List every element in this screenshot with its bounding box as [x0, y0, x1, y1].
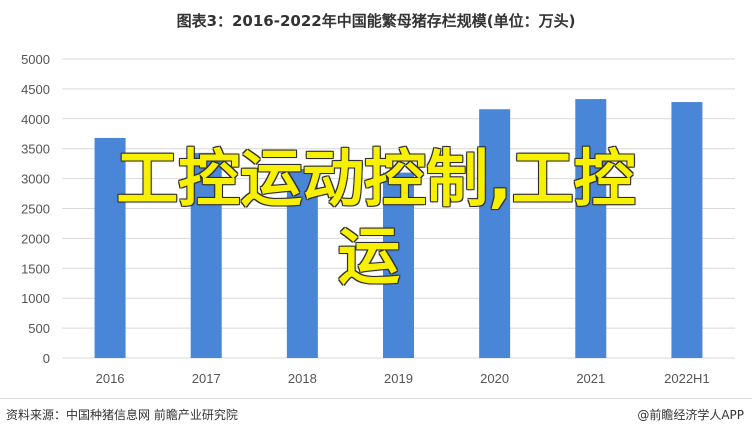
footer-divider [0, 398, 752, 399]
y-axis-ticks: 0 500 1000 1500 2000 2500 3000 3500 4000 4500 5000 [21, 52, 50, 366]
y-tick-label: 500 [28, 321, 50, 336]
bar-2017 [190, 152, 222, 358]
y-tick-label: 1000 [21, 291, 50, 306]
bar-2020 [479, 109, 511, 359]
y-tick-label: 0 [43, 351, 50, 366]
bar-chart: 0 500 1000 1500 2000 2500 3000 3500 4000 4500 5000… [21, 52, 735, 386]
y-tick-label: 4500 [21, 82, 50, 97]
y-tick-label: 1500 [21, 261, 50, 276]
x-tick-label: 2021 [576, 371, 605, 386]
x-tick-label: 2022H1 [664, 371, 710, 386]
y-tick-label: 5000 [21, 52, 50, 67]
y-tick-label: 3000 [21, 172, 50, 187]
y-tick-label: 4000 [21, 112, 50, 127]
y-tick-label: 2000 [21, 231, 50, 246]
x-tick-label: 2019 [384, 371, 413, 386]
x-tick-label: 2018 [288, 371, 317, 386]
bar-2016 [94, 137, 126, 358]
bar-2018 [286, 169, 318, 358]
bar-2019 [383, 172, 414, 358]
source-note: 资料来源：中国种猪信息网 前瞻产业研究院 [6, 408, 238, 422]
bar-2022H1 [671, 102, 703, 358]
y-tick-label: 2500 [21, 202, 50, 217]
bar-2021 [575, 99, 607, 358]
x-tick-label: 2017 [192, 371, 221, 386]
y-tick-label: 3500 [21, 142, 50, 157]
brand-label: @前瞻经济学人APP [637, 408, 744, 422]
chart-title: 图表3：2016-2022年中国能繁母猪存栏规模(单位：万头) [176, 12, 576, 30]
x-axis-ticks: 2016 2017 2018 2019 2020 2021 2022H1 [96, 371, 710, 386]
x-tick-label: 2016 [96, 371, 125, 386]
bars [94, 99, 703, 359]
x-tick-label: 2020 [480, 371, 509, 386]
